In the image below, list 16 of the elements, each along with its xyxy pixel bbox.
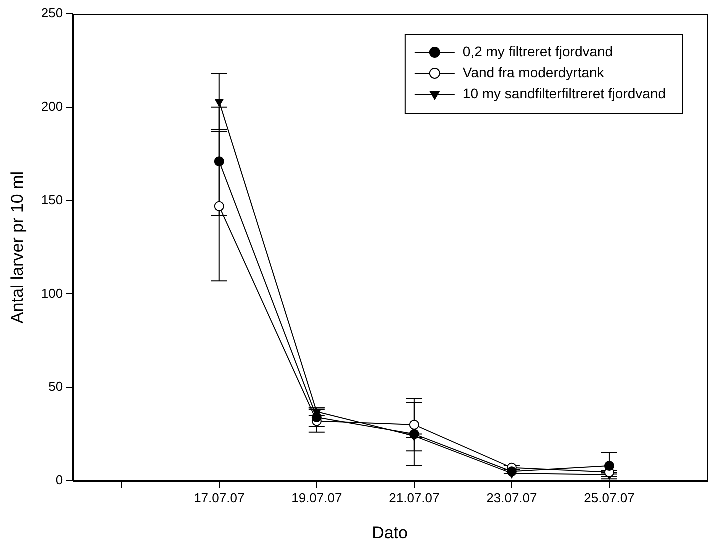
y-tick-label: 100: [41, 286, 64, 301]
x-tick-label: 19.07.07: [292, 490, 342, 506]
y-tick-label: 0: [56, 472, 64, 488]
y-axis-title: Antal larver pr 10 ml: [8, 171, 27, 324]
legend-label: 10 my sandfilterfiltreret fjordvand: [462, 85, 666, 102]
x-axis-title: Dato: [372, 523, 408, 542]
x-tick-label: 25.07.07: [584, 490, 635, 506]
y-tick-label: 50: [48, 379, 64, 394]
x-tick-label: 17.07.07: [194, 490, 245, 506]
legend-label: 0,2 my filtreret fjordvand: [462, 43, 614, 60]
x-tick-label: 21.07.07: [389, 490, 440, 506]
y-tick-label: 250: [41, 6, 64, 21]
y-tick-label: 150: [41, 192, 64, 208]
legend-label: Vand fra moderdyrtank: [462, 64, 606, 80]
y-tick-label: 200: [41, 98, 64, 114]
x-tick-label: 23.07.07: [486, 490, 538, 506]
